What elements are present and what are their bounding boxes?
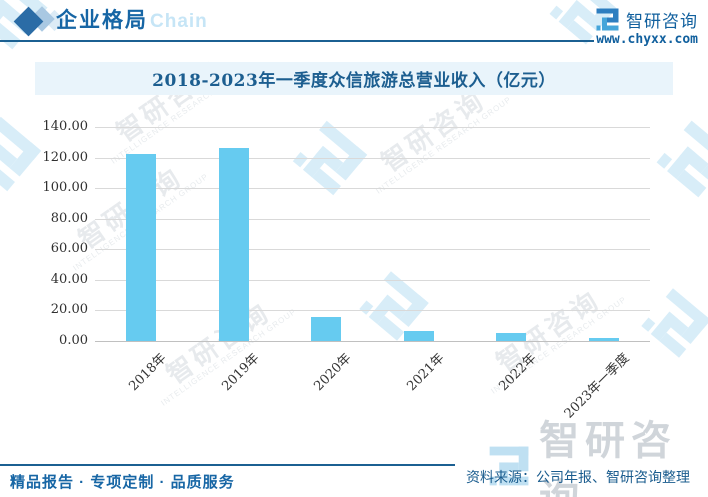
chart-title-band: 2018-2023年一季度众信旅游总营业收入（亿元） (35, 62, 673, 95)
gridline (95, 157, 650, 159)
x-tick-label: 2021年 (403, 350, 448, 395)
y-tick-label: 140.00 (42, 119, 89, 134)
y-tick-label: 20.00 (50, 302, 88, 318)
footer-slogan: 精品报告 · 专项定制 · 品质服务 (10, 474, 235, 491)
y-tick-label: 40.00 (50, 271, 88, 287)
gridline (95, 310, 650, 312)
x-tick-label: 2018年 (126, 350, 170, 395)
brand-block: 智研咨询 (595, 7, 698, 32)
page-title: 企业格局 (56, 7, 148, 32)
y-tick-label: 60.00 (50, 241, 88, 257)
gridline (95, 249, 650, 251)
x-tick-label: 2019年 (218, 350, 263, 395)
x-axis-line (95, 341, 650, 342)
gridline (95, 127, 650, 128)
bar-2022年 (496, 332, 527, 341)
brand-website-link[interactable]: www.chyxx.com (596, 32, 698, 47)
watermark-logo-icon (651, 115, 708, 202)
bar-2020年 (311, 316, 342, 341)
gridline (95, 188, 650, 190)
footer-divider (0, 464, 455, 466)
watermark-chain-text: Chain (150, 11, 208, 32)
x-tick-label: 2020年 (311, 350, 355, 395)
bar-2023年一季度 (588, 338, 619, 341)
zhiyan-logo-icon (596, 8, 619, 31)
bar-2018年 (126, 154, 157, 341)
brand-name: 智研咨询 (626, 12, 698, 31)
gridline (95, 218, 650, 220)
plot-area (95, 127, 650, 342)
y-tick-label: 120.00 (42, 149, 89, 165)
header-divider (0, 40, 594, 42)
watermark-logo-icon (0, 112, 46, 197)
y-tick-label: 80.00 (50, 210, 88, 226)
x-tick-label: 2023年一季度 (561, 350, 633, 422)
bar-2021年 (403, 331, 434, 341)
y-tick-label: 0.00 (59, 333, 88, 348)
y-tick-label: 100.00 (42, 180, 89, 196)
bar-2019年 (218, 148, 249, 341)
gridline (95, 279, 650, 281)
chart-title: 2018-2023年一季度众信旅游总营业收入（亿元） (152, 71, 556, 91)
source-note: 资料来源：公司年报、智研咨询整理 (466, 469, 690, 485)
x-tick-label: 2022年 (496, 350, 540, 395)
